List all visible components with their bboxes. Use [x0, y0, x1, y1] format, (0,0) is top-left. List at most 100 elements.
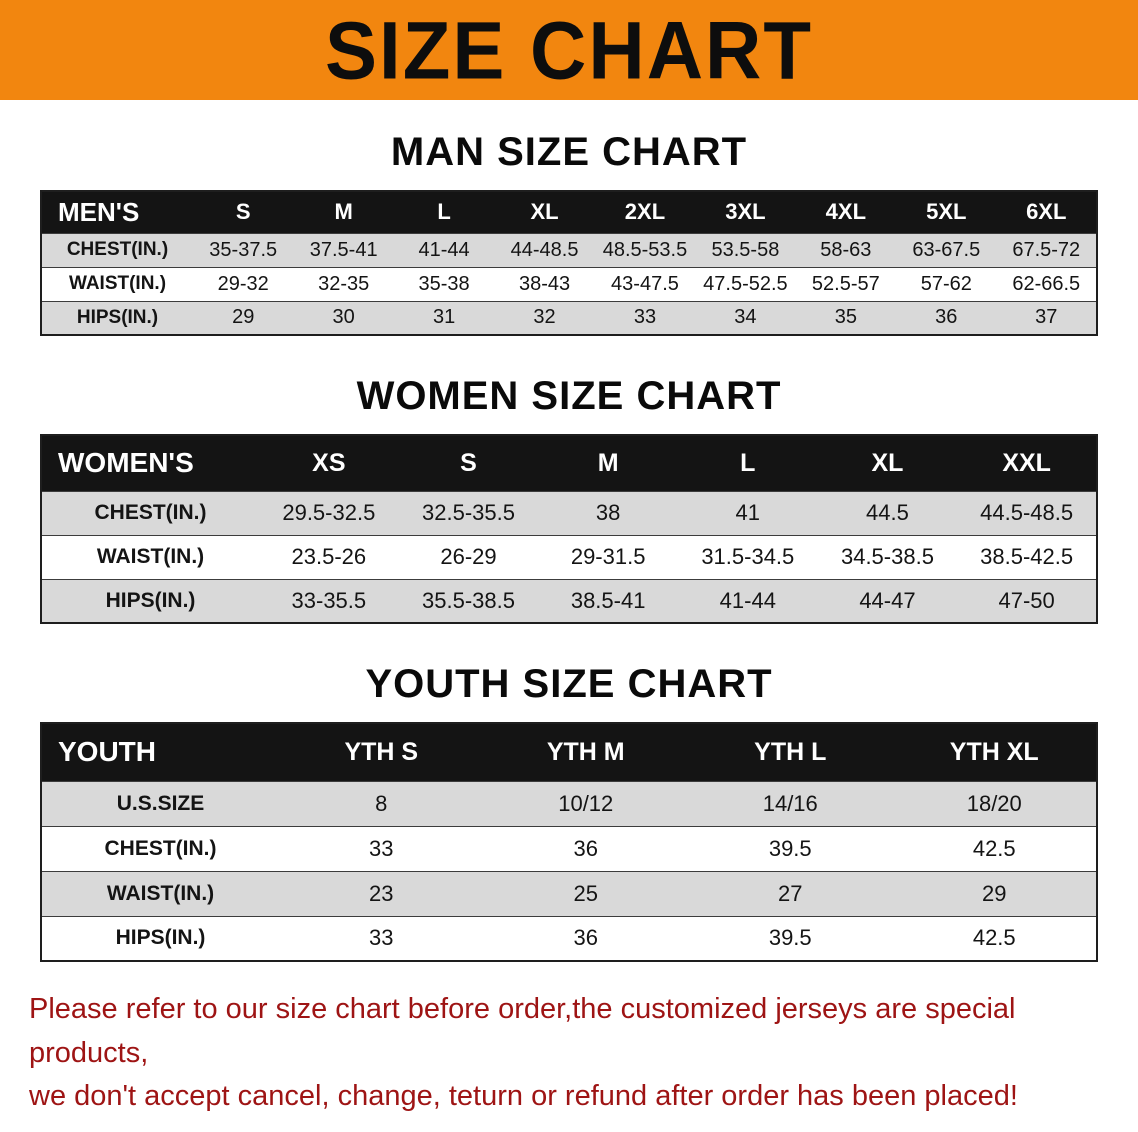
- size-value: 34.5-38.5: [817, 534, 958, 579]
- size-value: 29: [193, 300, 294, 335]
- size-column-header: XL: [817, 435, 958, 491]
- row-label: CHEST(IN.): [41, 232, 193, 267]
- size-value: 31: [393, 300, 495, 335]
- size-value: 44.5-48.5: [957, 490, 1097, 535]
- women-size-table: WOMEN'S XS S M L XL XXL CHEST(IN.) 29.5-32.5 32.5…: [40, 434, 1098, 624]
- size-value: 26-29: [398, 534, 539, 579]
- size-column-header: L: [393, 191, 495, 233]
- women-section-heading: WOMEN SIZE CHART: [356, 374, 782, 418]
- row-label: HIPS(IN.): [41, 915, 279, 961]
- row-label: HIPS(IN.): [41, 578, 259, 623]
- table-row: CHEST(IN.) 33 36 39.5 42.5: [41, 825, 1097, 871]
- size-column-header: YTH XL: [892, 723, 1097, 781]
- size-value: 48.5-53.5: [594, 232, 696, 267]
- table-header-row: MEN'S S M L XL 2XL 3XL 4XL 5XL 6XL: [41, 191, 1097, 233]
- size-value: 33: [594, 300, 696, 335]
- table-row: HIPS(IN.) 33-35.5 35.5-38.5 38.5-41 41-44 44-…: [41, 578, 1097, 623]
- table-row: CHEST(IN.) 35-37.5 37.5-41 41-44 44-48.5 48.5…: [41, 232, 1097, 267]
- size-value: 38.5-41: [538, 578, 678, 623]
- size-value: 63-67.5: [896, 232, 997, 267]
- size-value: 57-62: [896, 266, 997, 301]
- table-title-cell: MEN'S: [41, 191, 193, 233]
- banner-title: SIZE CHART: [325, 3, 813, 97]
- size-value: 41-44: [393, 232, 495, 267]
- size-value: 27: [688, 870, 893, 916]
- men-size-table: MEN'S S M L XL 2XL 3XL 4XL 5XL 6XL CHEST(IN.) 35-37…: [40, 190, 1098, 336]
- row-label: WAIST(IN.): [41, 534, 259, 579]
- table-row: WAIST(IN.) 23 25 27 29: [41, 870, 1097, 916]
- table-title-cell: WOMEN'S: [41, 435, 259, 491]
- size-value: 14/16: [688, 780, 893, 826]
- size-value: 62-66.5: [996, 266, 1097, 301]
- table-row: HIPS(IN.) 29 30 31 32 33 34 35 36 37: [41, 300, 1097, 335]
- size-value: 36: [896, 300, 997, 335]
- size-value: 42.5: [892, 915, 1097, 961]
- size-value: 47.5-52.5: [695, 266, 796, 301]
- size-chart-banner: SIZE CHART: [0, 0, 1138, 100]
- size-column-header: 3XL: [695, 191, 796, 233]
- size-value: 43-47.5: [594, 266, 696, 301]
- size-value: 42.5: [892, 825, 1097, 871]
- size-value: 32: [494, 300, 595, 335]
- row-label: WAIST(IN.): [41, 266, 193, 301]
- table-row: WAIST(IN.) 29-32 32-35 35-38 38-43 43-47.5 47.…: [41, 266, 1097, 301]
- size-value: 53.5-58: [695, 232, 796, 267]
- size-value: 35: [795, 300, 897, 335]
- size-column-header: 5XL: [896, 191, 997, 233]
- youth-section-heading: YOUTH SIZE CHART: [365, 662, 773, 706]
- size-value: 58-63: [795, 232, 897, 267]
- size-value: 10/12: [483, 780, 688, 826]
- size-value: 41-44: [677, 578, 818, 623]
- table-row: HIPS(IN.) 33 36 39.5 42.5: [41, 915, 1097, 961]
- row-label: WAIST(IN.): [41, 870, 279, 916]
- size-value: 8: [279, 780, 484, 826]
- size-value: 39.5: [688, 825, 893, 871]
- row-label: HIPS(IN.): [41, 300, 193, 335]
- size-value: 44-48.5: [494, 232, 595, 267]
- youth-size-table: YOUTH YTH S YTH M YTH L YTH XL U.S.SIZE 8 10/12…: [40, 722, 1098, 962]
- size-value: 41: [677, 490, 818, 535]
- table-header-row: WOMEN'S XS S M L XL XXL: [41, 435, 1097, 491]
- table-title-cell: YOUTH: [41, 723, 279, 781]
- size-column-header: YTH L: [688, 723, 893, 781]
- size-value: 29-31.5: [538, 534, 678, 579]
- size-column-header: XL: [494, 191, 595, 233]
- size-value: 44-47: [817, 578, 958, 623]
- row-label: U.S.SIZE: [41, 780, 279, 826]
- size-column-header: M: [293, 191, 394, 233]
- size-value: 29.5-32.5: [259, 490, 399, 535]
- size-value: 33-35.5: [259, 578, 399, 623]
- disclaimer-line1: Please refer to our size chart before or…: [29, 993, 1016, 1069]
- table-row: WAIST(IN.) 23.5-26 26-29 29-31.5 31.5-34.5 34…: [41, 534, 1097, 579]
- size-column-header: YTH S: [279, 723, 484, 781]
- size-value: 38.5-42.5: [957, 534, 1097, 579]
- size-value: 31.5-34.5: [677, 534, 818, 579]
- disclaimer: Please refer to our size chart before or…: [29, 988, 1109, 1119]
- size-value: 47-50: [957, 578, 1097, 623]
- size-value: 38: [538, 490, 678, 535]
- size-value: 29: [892, 870, 1097, 916]
- disclaimer-line2: we don't accept cancel, change, teturn o…: [29, 1080, 1018, 1112]
- size-value: 35-37.5: [193, 232, 294, 267]
- size-column-header: S: [398, 435, 539, 491]
- size-value: 25: [483, 870, 688, 916]
- row-label: CHEST(IN.): [41, 825, 279, 871]
- size-value: 23.5-26: [259, 534, 399, 579]
- size-column-header: YTH M: [483, 723, 688, 781]
- size-value: 37: [996, 300, 1097, 335]
- size-value: 35-38: [393, 266, 495, 301]
- size-value: 18/20: [892, 780, 1097, 826]
- size-value: 29-32: [193, 266, 294, 301]
- table-row: U.S.SIZE 8 10/12 14/16 18/20: [41, 780, 1097, 826]
- size-value: 36: [483, 915, 688, 961]
- size-value: 30: [293, 300, 394, 335]
- size-value: 44.5: [817, 490, 958, 535]
- size-value: 34: [695, 300, 796, 335]
- size-value: 38-43: [494, 266, 595, 301]
- table-header-row: YOUTH YTH S YTH M YTH L YTH XL: [41, 723, 1097, 781]
- size-value: 23: [279, 870, 484, 916]
- size-column-header: 6XL: [996, 191, 1097, 233]
- size-column-header: M: [538, 435, 678, 491]
- size-value: 32.5-35.5: [398, 490, 539, 535]
- size-column-header: S: [193, 191, 294, 233]
